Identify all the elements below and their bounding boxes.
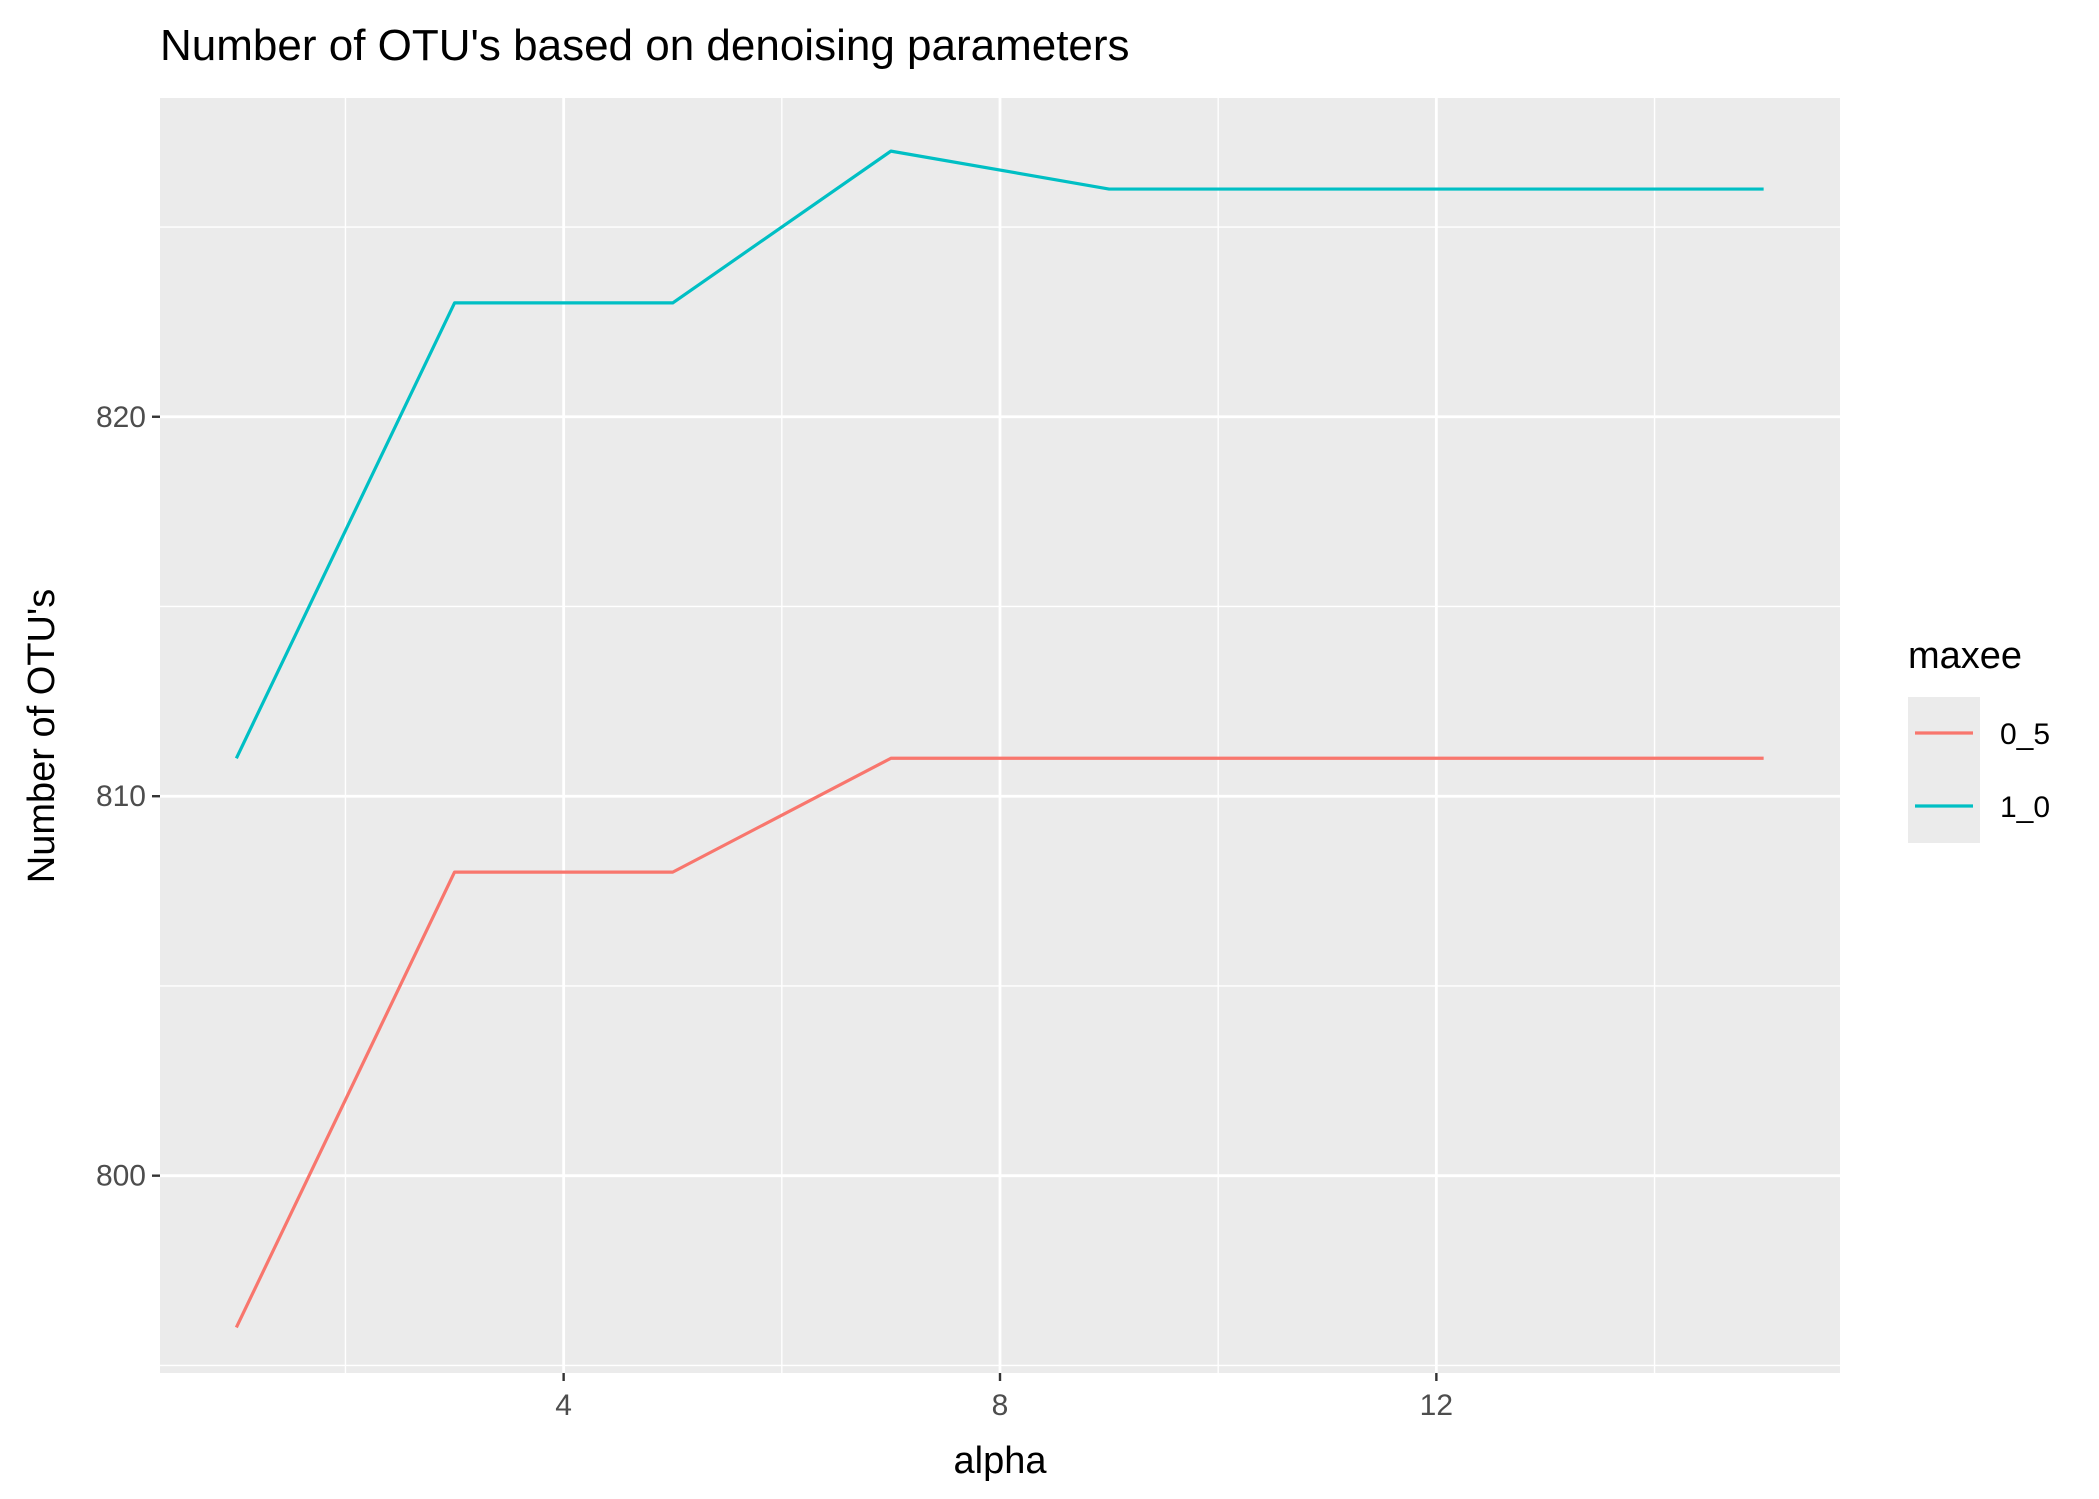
legend-label-1_0: 1_0: [2000, 791, 2050, 824]
y-tick-label: 810: [96, 780, 146, 813]
legend: maxee 0_5 1_0: [1908, 635, 2050, 843]
y-tick-label: 800: [96, 1160, 146, 1193]
x-tick-label: 4: [555, 1389, 572, 1422]
series-line-0_5: [234, 756, 1764, 1329]
legend-label-0_5: 0_5: [2000, 718, 2050, 751]
chart-title: Number of OTU's based on denoising param…: [160, 21, 1130, 70]
x-tick-label: 12: [1420, 1389, 1453, 1422]
series-line-1_0: [234, 149, 1764, 759]
legend-items: 0_5 1_0: [1915, 718, 2050, 824]
y-tick-label: 820: [96, 401, 146, 434]
y-axis: 800 810 820: [96, 401, 160, 1193]
legend-title: maxee: [1908, 635, 2022, 677]
x-axis: 4 8 12: [555, 1373, 1453, 1422]
series-lines: [234, 149, 1764, 1329]
y-axis-title: Number of OTU's: [21, 589, 63, 883]
major-gridlines: [160, 98, 1840, 1373]
x-tick-label: 8: [992, 1389, 1009, 1422]
legend-key-background: [1908, 697, 1980, 843]
x-axis-title: alpha: [954, 1440, 1048, 1482]
